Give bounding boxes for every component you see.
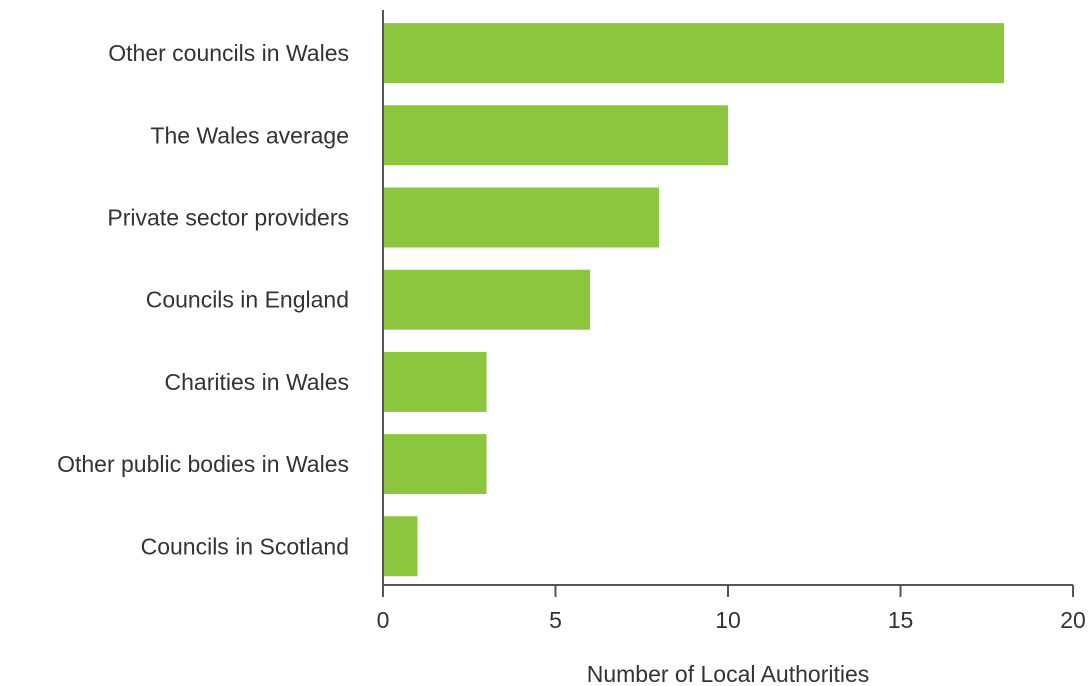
category-labels: Other councils in Wales The Wales average… (57, 40, 349, 559)
x-tick-label: 15 (888, 607, 914, 633)
category-label: Councils in Scotland (141, 533, 349, 559)
x-axis-title: Number of Local Authorities (587, 661, 870, 686)
bars-group (383, 23, 1004, 577)
bar (383, 516, 418, 577)
x-tick-label: 10 (715, 607, 741, 633)
x-axis-ticks: 0 5 10 15 20 (377, 585, 1086, 633)
category-label: The Wales average (150, 122, 349, 148)
bar (383, 23, 1004, 84)
x-tick-label: 20 (1060, 607, 1086, 633)
bar (383, 187, 659, 248)
category-label: Other public bodies in Wales (57, 451, 349, 477)
bar (383, 269, 590, 330)
x-tick-label: 0 (377, 607, 390, 633)
category-label: Councils in England (146, 287, 349, 313)
bar (383, 434, 487, 495)
category-label: Private sector providers (107, 205, 349, 231)
bar (383, 105, 728, 166)
x-tick-label: 5 (549, 607, 562, 633)
category-label: Charities in Wales (165, 369, 349, 395)
bar (383, 351, 487, 412)
category-label: Other councils in Wales (108, 40, 349, 66)
